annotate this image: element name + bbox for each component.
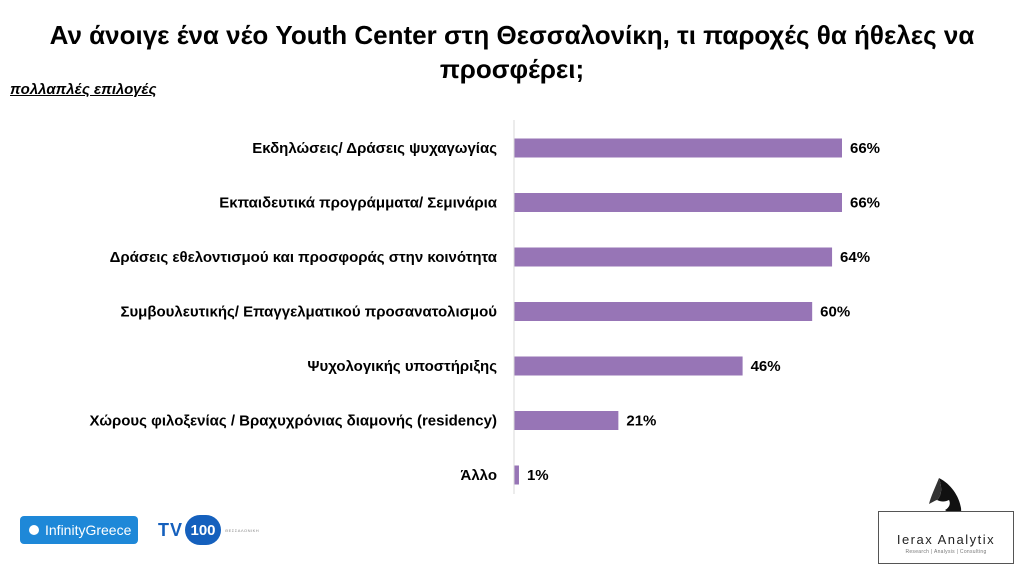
category-label: Συμβουλευτικής/ Επαγγελματικού προσανατο… [120,304,497,321]
category-labels: Εκδηλώσεις/ Δράσεις ψυχαγωγίας Εκπαιδευτι… [90,140,498,484]
value-labels: 66% 66% 64% 60% 46% 21% 1% [527,140,880,484]
bar [514,193,842,212]
infinity-greece-logo-text: InfinityGreece [45,522,132,538]
bar [514,302,813,321]
value-label: 60% [820,304,850,321]
chart-subtitle: πολλαπλές επιλογές [10,81,157,98]
bar [514,465,519,485]
category-label: Δράσεις εθελοντισμού και προσφοράς στην … [110,249,498,266]
bars [514,138,842,485]
bar [514,356,743,376]
ierax-analytix-tagline: Research | Analysis | Consulting [905,549,987,555]
tv100-logo-tag: ΘΕΣΣΑΛΟΝΙΚΗ [225,527,260,533]
category-label: Εκδηλώσεις/ Δράσεις ψυχαγωγίας [252,140,497,157]
bar [514,411,619,430]
tv100-logo-prefix: TV [158,519,184,540]
bar [514,138,842,158]
value-label: 46% [751,358,781,375]
category-label: Ψυχολογικής υποστήριξης [307,358,497,375]
bar [514,247,833,267]
tv100-logo: TV 100 ΘΕΣΣΑΛΟΝΙΚΗ [158,513,259,547]
ierax-analytix-logo: Ierax Analytix Research | Analysis | Con… [878,511,1014,564]
value-label: 21% [626,413,656,430]
infinity-greece-logo: InfinityGreece [20,516,138,544]
infinity-dot-icon [29,525,39,535]
value-label: 66% [850,195,880,212]
value-label: 1% [527,467,549,484]
category-label: Άλλο [461,467,498,484]
tv100-logo-number: 100 [185,515,222,545]
chart-title: Αν άνοιγε ένα νέο Youth Center στη Θεσσα… [49,20,975,84]
category-label: Εκπαιδευτικά προγράμματα/ Σεμινάρια [219,195,498,212]
category-label: Χώρους φιλοξενίας / Βραχυχρόνιας διαμονή… [90,413,497,430]
value-label: 66% [850,140,880,157]
value-label: 64% [840,249,870,266]
ierax-analytix-name: Ierax Analytix [896,532,996,547]
